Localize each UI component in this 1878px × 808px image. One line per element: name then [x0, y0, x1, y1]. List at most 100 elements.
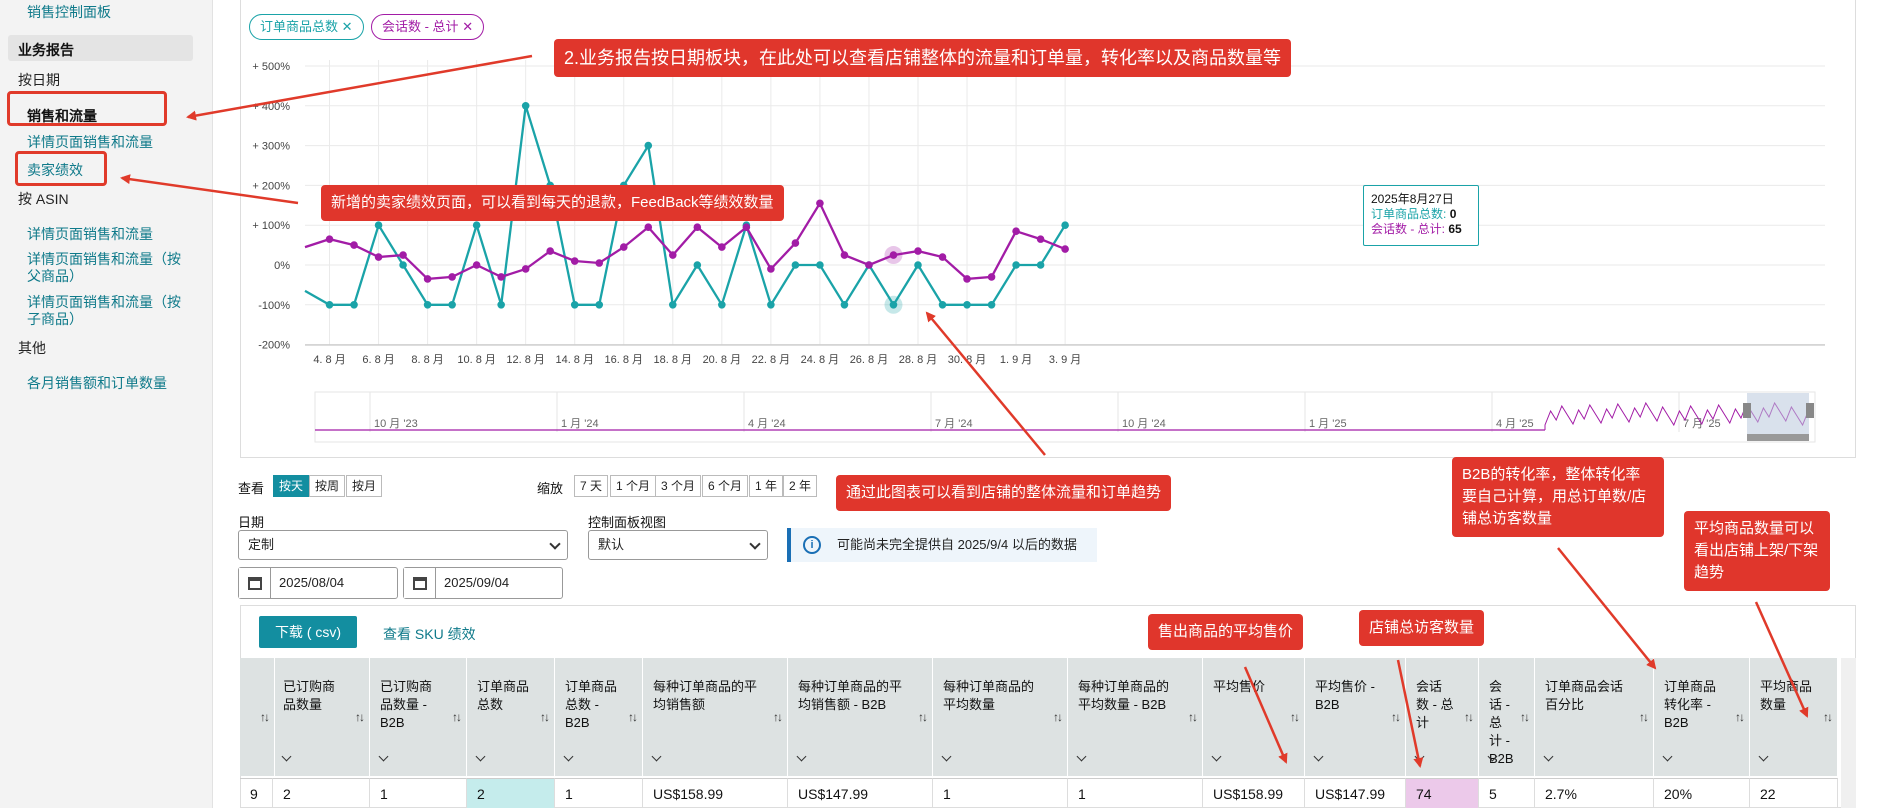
sidebar-item-asin-detail-parent[interactable]: 详情页面销售和流量（按父商品）	[27, 251, 181, 284]
sort-icon[interactable]: ↑↓	[628, 710, 638, 724]
table-header-cell[interactable]: 已订购商品数量 - B2B ↑↓	[370, 658, 467, 776]
close-icon[interactable]: ✕	[341, 19, 353, 34]
vertical-scrollbar[interactable]	[1841, 658, 1856, 808]
calendar-icon[interactable]	[404, 568, 436, 598]
table-cell: 5	[1479, 778, 1535, 808]
chevron-down-icon[interactable]	[941, 751, 952, 762]
chevron-down-icon[interactable]	[796, 751, 807, 762]
info-text: 可能尚未完全提供自 2025/9/4 以后的数据	[837, 537, 1077, 552]
start-date-input[interactable]: 2025/08/04	[238, 567, 398, 599]
sort-icon[interactable]: ↑↓	[260, 710, 270, 724]
data-point	[865, 261, 873, 269]
date-label: 日期	[238, 515, 265, 530]
legend-chip-ordered-items[interactable]: 订单商品总数 ✕	[249, 14, 364, 40]
table-header-cell[interactable]: 每种订单商品的平均数量 ↑↓	[933, 658, 1068, 776]
sidebar-item-asin-detail[interactable]: 详情页面销售和流量	[27, 226, 153, 242]
navigator-label: 4 月 '24	[748, 418, 786, 430]
chevron-down-icon[interactable]	[1313, 751, 1324, 762]
date-range-select[interactable]: 定制	[238, 530, 568, 560]
view-option-week[interactable]: 按周	[309, 475, 346, 497]
header-label: 会话 - 总计 - B2B	[1489, 679, 1514, 766]
sidebar-item-sales-dashboard[interactable]: 销售控制面板	[27, 4, 111, 20]
table-header-cell[interactable]: ↑↓	[240, 658, 275, 776]
chevron-down-icon[interactable]	[1758, 751, 1769, 762]
chevron-down-icon[interactable]	[1211, 751, 1222, 762]
chevron-down-icon[interactable]	[651, 751, 662, 762]
view-sku-performance-link[interactable]: 查看 SKU 绩效	[383, 626, 476, 642]
navigator-handle-right	[1806, 403, 1814, 418]
chevron-down-icon[interactable]	[1076, 751, 1087, 762]
table-header-cell[interactable]: 订单商品总数 ↑↓	[467, 658, 555, 776]
sidebar-item-asin-detail-child[interactable]: 详情页面销售和流量（按子商品）	[27, 294, 181, 327]
legend-chip-label: 会话数 - 总计	[382, 19, 459, 34]
calendar-icon[interactable]	[239, 568, 271, 598]
table-header-cell[interactable]: 会话 - 总计 - B2B ↑↓	[1479, 658, 1535, 776]
table-cell: 2	[467, 778, 555, 808]
chevron-down-icon[interactable]	[563, 751, 574, 762]
data-point	[472, 221, 481, 229]
sort-icon[interactable]: ↑↓	[452, 710, 462, 724]
zoom-option-3m[interactable]: 3 个月	[655, 475, 702, 497]
data-point	[767, 265, 775, 273]
data-point	[1061, 221, 1069, 229]
sort-icon[interactable]: ↑↓	[1053, 710, 1063, 724]
table-header-cell[interactable]: 已订购商品数量 ↑↓	[273, 658, 370, 776]
view-option-month[interactable]: 按月	[346, 475, 383, 497]
zoom-option-1y[interactable]: 1 年	[749, 475, 784, 497]
sidebar: 销售控制面板 业务报告 按日期 销售和流量 详情页面销售和流量 卖家绩效 按 A…	[0, 0, 213, 808]
chevron-down-icon[interactable]	[281, 751, 292, 762]
sort-icon[interactable]: ↑↓	[1188, 710, 1198, 724]
download-csv-button[interactable]: 下载 ( csv)	[259, 616, 357, 648]
sort-icon[interactable]: ↑↓	[1391, 710, 1401, 724]
zoom-option-7d[interactable]: 7 天	[574, 475, 609, 497]
table-header-cell[interactable]: 每种订单商品的平均销售额 - B2B ↑↓	[788, 658, 933, 776]
legend-chip-sessions[interactable]: 会话数 - 总计 ✕	[371, 14, 485, 40]
sort-icon[interactable]: ↑↓	[540, 710, 550, 724]
chevron-down-icon[interactable]	[475, 751, 486, 762]
sort-icon[interactable]: ↑↓	[1823, 710, 1833, 724]
highlight-box-seller-performance	[15, 151, 107, 186]
sidebar-item-detail-sales-traffic[interactable]: 详情页面销售和流量	[27, 134, 153, 150]
table-header-cell[interactable]: 每种订单商品的平均销售额 ↑↓	[643, 658, 788, 776]
sort-icon[interactable]: ↑↓	[1639, 710, 1649, 724]
callout-avg-items: 平均商品数量可以看出店铺上架/下架趋势	[1684, 511, 1830, 591]
x-tick-label: 24. 8 月	[801, 354, 840, 366]
chevron-down-icon[interactable]	[1662, 751, 1673, 762]
table-header-cell[interactable]: 订单商品转化率 - B2B ↑↓	[1654, 658, 1750, 776]
view-option-day[interactable]: 按天	[273, 475, 310, 497]
chevron-down-icon[interactable]	[1414, 751, 1425, 762]
sort-icon[interactable]: ↑↓	[1735, 710, 1745, 724]
end-date-value: 2025/09/04	[444, 575, 510, 590]
zoom-option-2y[interactable]: 2 年	[783, 475, 818, 497]
table-header-cell[interactable]: 平均售价 - B2B ↑↓	[1305, 658, 1406, 776]
table-header-cell[interactable]: 会话数 - 总计 ↑↓	[1406, 658, 1479, 776]
x-tick-label: 4. 8 月	[313, 354, 345, 366]
sort-icon[interactable]: ↑↓	[1464, 710, 1474, 724]
sidebar-item-seller-performance[interactable]: 卖家绩效	[27, 162, 83, 178]
sort-icon[interactable]: ↑↓	[1520, 710, 1530, 724]
navigator-label: 10 月 '23	[374, 418, 418, 430]
sidebar-item-monthly-sales[interactable]: 各月销售额和订单数量	[27, 375, 167, 391]
table-cell: 20%	[1654, 778, 1750, 808]
chevron-down-icon[interactable]	[1543, 751, 1554, 762]
data-point	[546, 247, 554, 255]
end-date-input[interactable]: 2025/09/04	[403, 567, 563, 599]
sidebar-item-sales-traffic[interactable]: 销售和流量	[27, 108, 97, 124]
close-icon[interactable]: ✕	[462, 19, 474, 34]
sort-icon[interactable]: ↑↓	[918, 710, 928, 724]
sort-icon[interactable]: ↑↓	[773, 710, 783, 724]
chevron-down-icon[interactable]	[378, 751, 389, 762]
table-header-cell[interactable]: 平均商品数量 ↑↓	[1750, 658, 1838, 776]
zoom-option-1m[interactable]: 1 个月	[610, 475, 657, 497]
zoom-option-6m[interactable]: 6 个月	[702, 475, 749, 497]
sort-icon[interactable]: ↑↓	[1290, 710, 1300, 724]
table-header-cell[interactable]: 订单商品会话百分比 ↑↓	[1535, 658, 1654, 776]
table-header-cell[interactable]: 每种订单商品的平均数量 - B2B ↑↓	[1068, 658, 1203, 776]
tooltip-series1-value: 0	[1449, 207, 1457, 221]
x-tick-label: 14. 8 月	[555, 354, 594, 366]
data-point	[399, 261, 407, 269]
sort-icon[interactable]: ↑↓	[355, 710, 365, 724]
dashboard-view-select[interactable]: 默认	[588, 530, 768, 560]
table-header-cell[interactable]: 订单商品总数 - B2B ↑↓	[555, 658, 643, 776]
table-header-cell[interactable]: 平均售价 ↑↓	[1203, 658, 1305, 776]
